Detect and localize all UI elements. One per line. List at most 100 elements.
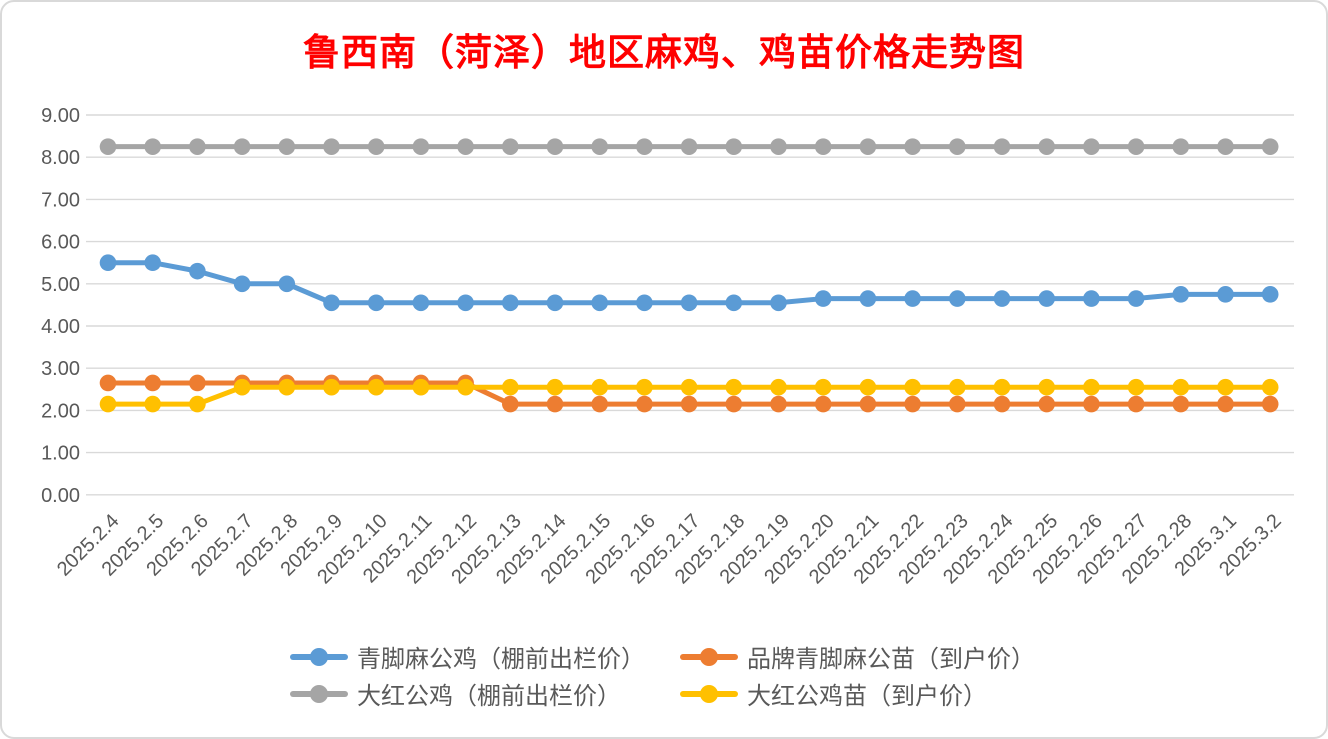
data-point-marker bbox=[1083, 395, 1100, 413]
data-point-marker bbox=[278, 275, 296, 293]
data-point-marker bbox=[546, 294, 564, 312]
data-point-marker bbox=[1217, 395, 1234, 413]
data-point-marker bbox=[949, 395, 966, 413]
data-point-marker bbox=[412, 378, 430, 396]
data-point-marker bbox=[1217, 378, 1234, 396]
data-point-marker bbox=[591, 395, 608, 413]
data-point-marker bbox=[1038, 138, 1055, 155]
data-point-marker bbox=[770, 138, 787, 155]
data-point-marker bbox=[367, 378, 385, 396]
legend-line-dot-marker-icon bbox=[680, 684, 738, 703]
data-point-marker bbox=[680, 138, 698, 155]
data-point-marker bbox=[814, 138, 832, 155]
data-point-marker bbox=[859, 138, 877, 155]
data-point-marker bbox=[725, 294, 743, 312]
data-point-marker bbox=[1172, 378, 1190, 396]
data-point-marker bbox=[502, 395, 519, 413]
data-point-marker bbox=[233, 275, 251, 293]
series-0 bbox=[99, 254, 1279, 312]
data-point-marker bbox=[680, 294, 698, 312]
data-point-marker bbox=[412, 294, 430, 312]
data-point-marker bbox=[636, 138, 653, 155]
data-point-marker bbox=[949, 290, 966, 307]
data-point-marker bbox=[1038, 290, 1055, 307]
data-point-marker bbox=[278, 378, 296, 396]
legend-label: 大红公鸡苗（到户价） bbox=[747, 682, 987, 710]
data-point-marker bbox=[993, 290, 1011, 307]
data-point-marker bbox=[502, 138, 519, 155]
data-point-marker bbox=[993, 138, 1011, 155]
legend-item-qingjiaoma-gongji[interactable]: 青脚麻公鸡（棚前出栏价） bbox=[290, 639, 680, 674]
data-point-marker bbox=[949, 378, 966, 396]
data-point-marker bbox=[367, 294, 385, 312]
legend-row-1: 青脚麻公鸡（棚前出栏价） 品牌青脚麻公苗（到户价） bbox=[290, 638, 1326, 675]
data-point-marker bbox=[1172, 286, 1190, 303]
data-point-marker bbox=[1083, 138, 1100, 155]
data-point-marker bbox=[770, 378, 787, 396]
data-point-marker bbox=[457, 378, 474, 396]
data-point-marker bbox=[1261, 378, 1279, 396]
data-point-marker bbox=[278, 138, 296, 155]
data-point-marker bbox=[591, 378, 608, 396]
data-point-marker bbox=[1083, 290, 1100, 307]
data-point-marker bbox=[725, 395, 743, 413]
data-point-marker bbox=[546, 378, 564, 396]
data-point-marker bbox=[591, 294, 608, 312]
data-point-marker bbox=[680, 378, 698, 396]
data-point-marker bbox=[1261, 138, 1279, 155]
data-point-marker bbox=[1038, 395, 1055, 413]
data-point-marker bbox=[144, 138, 161, 155]
data-point-marker bbox=[1038, 378, 1055, 396]
legend-line-dot-marker-icon bbox=[290, 647, 348, 666]
data-point-marker bbox=[99, 138, 117, 155]
legend-row-2: 大红公鸡（棚前出栏价） 大红公鸡苗（到户价） bbox=[290, 675, 1326, 712]
legend-item-pinpai-qingjiaoma-gongmiao[interactable]: 品牌青脚麻公苗（到户价） bbox=[680, 639, 1070, 674]
data-point-marker bbox=[1261, 286, 1279, 303]
data-point-marker bbox=[1172, 138, 1190, 155]
data-point-marker bbox=[189, 262, 206, 280]
data-point-marker bbox=[1127, 290, 1145, 307]
data-point-marker bbox=[859, 290, 877, 307]
legend-line-dot-marker-icon bbox=[290, 684, 348, 703]
y-axis-tick-label: 8.00 bbox=[41, 147, 80, 169]
data-point-marker bbox=[1083, 378, 1100, 396]
data-point-marker bbox=[770, 395, 787, 413]
data-point-marker bbox=[144, 254, 161, 271]
data-point-marker bbox=[502, 294, 519, 312]
legend-line-dot-marker-icon bbox=[680, 647, 738, 666]
data-point-marker bbox=[904, 138, 921, 155]
data-point-marker bbox=[546, 138, 564, 155]
data-point-marker bbox=[233, 138, 251, 155]
data-point-marker bbox=[814, 290, 832, 307]
data-point-marker bbox=[636, 395, 653, 413]
data-point-marker bbox=[233, 378, 251, 396]
data-point-marker bbox=[859, 395, 877, 413]
data-point-marker bbox=[99, 395, 117, 413]
legend-item-dahong-gongjimiao[interactable]: 大红公鸡苗（到户价） bbox=[680, 676, 1070, 711]
series-1 bbox=[99, 374, 1279, 413]
legend-label: 青脚麻公鸡（棚前出栏价） bbox=[357, 645, 645, 673]
data-point-marker bbox=[144, 374, 161, 392]
legend-item-dahong-gongji[interactable]: 大红公鸡（棚前出栏价） bbox=[290, 676, 680, 711]
data-point-marker bbox=[725, 378, 743, 396]
data-point-marker bbox=[1127, 378, 1145, 396]
data-point-marker bbox=[189, 395, 206, 413]
data-point-marker bbox=[1217, 138, 1234, 155]
chart-title: 鲁西南（菏泽）地区麻鸡、鸡苗价格走势图 bbox=[303, 30, 1025, 74]
data-point-marker bbox=[144, 395, 161, 413]
data-point-marker bbox=[189, 374, 206, 392]
y-axis-tick-label: 6.00 bbox=[41, 232, 80, 254]
y-axis-tick-label: 3.00 bbox=[41, 358, 80, 380]
data-point-marker bbox=[457, 294, 474, 312]
data-point-marker bbox=[993, 378, 1011, 396]
y-axis-tick-label: 1.00 bbox=[41, 443, 80, 465]
data-point-marker bbox=[323, 138, 340, 155]
data-point-marker bbox=[859, 378, 877, 396]
data-point-marker bbox=[99, 374, 117, 392]
data-point-marker bbox=[1217, 286, 1234, 303]
data-point-marker bbox=[546, 395, 564, 413]
y-axis-tick-label: 9.00 bbox=[41, 105, 80, 127]
y-axis-tick-label: 0.00 bbox=[41, 485, 80, 507]
data-point-marker bbox=[502, 378, 519, 396]
